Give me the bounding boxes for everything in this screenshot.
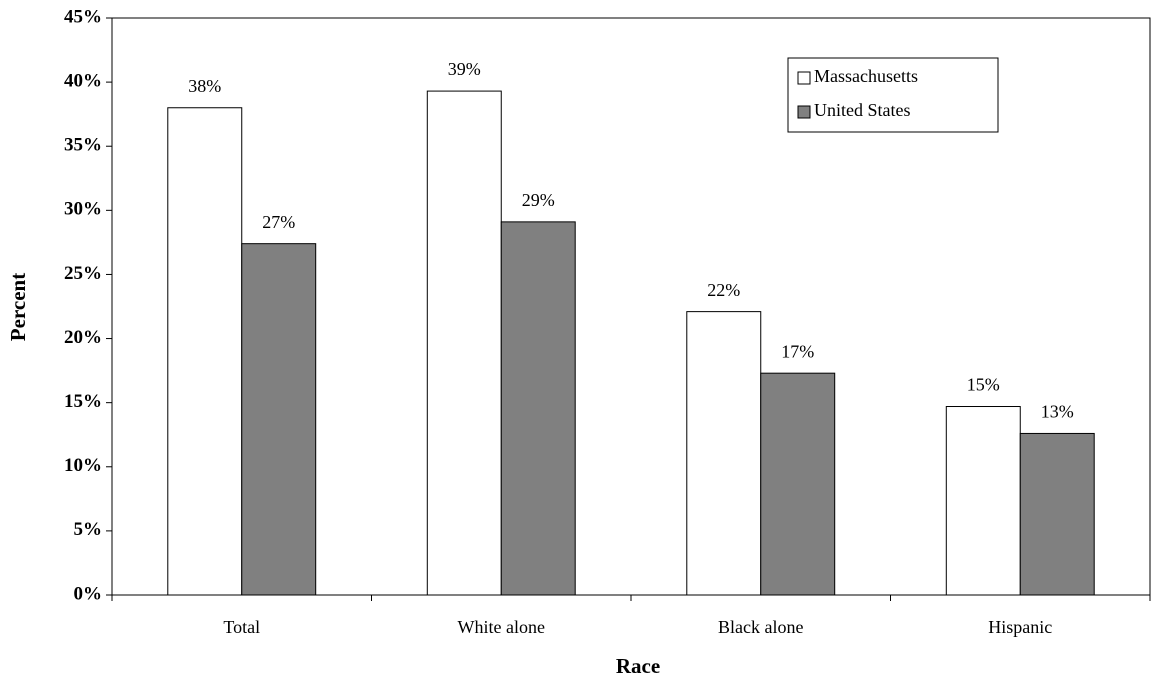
x-tick-label: Total bbox=[223, 617, 260, 637]
x-tick-label: Hispanic bbox=[988, 617, 1052, 637]
bar bbox=[500, 221, 576, 596]
bar bbox=[241, 243, 317, 596]
x-tick-label: Black alone bbox=[718, 617, 803, 637]
bar bbox=[1019, 432, 1095, 596]
y-tick-label: 20% bbox=[64, 327, 102, 348]
bar bbox=[945, 406, 1021, 596]
legend-swatch bbox=[797, 71, 811, 85]
y-tick-label: 0% bbox=[74, 583, 103, 604]
bar bbox=[760, 372, 836, 596]
y-tick-label: 30% bbox=[64, 199, 102, 220]
legend-label: Massachusetts bbox=[814, 66, 918, 86]
value-label: 22% bbox=[707, 280, 740, 300]
y-tick-label: 45% bbox=[64, 6, 102, 27]
value-label: 17% bbox=[781, 341, 814, 361]
value-label: 13% bbox=[1041, 402, 1074, 422]
y-tick-label: 25% bbox=[64, 263, 102, 284]
y-tick-label: 40% bbox=[64, 70, 102, 91]
bar bbox=[426, 90, 502, 596]
y-tick-label: 15% bbox=[64, 391, 102, 412]
legend-box bbox=[787, 57, 999, 133]
bar bbox=[167, 107, 243, 596]
x-axis-title: Race bbox=[616, 654, 660, 678]
y-tick-label: 5% bbox=[74, 519, 103, 540]
value-label: 39% bbox=[448, 59, 481, 79]
legend-swatch bbox=[797, 105, 811, 119]
value-label: 38% bbox=[188, 76, 221, 96]
bar bbox=[686, 311, 762, 596]
y-tick-label: 10% bbox=[64, 455, 102, 476]
value-label: 15% bbox=[967, 375, 1000, 395]
value-label: 29% bbox=[522, 190, 555, 210]
x-tick-label: White alone bbox=[458, 617, 545, 637]
y-tick-label: 35% bbox=[64, 135, 102, 156]
legend-label: United States bbox=[814, 100, 911, 120]
y-axis-title: Percent bbox=[6, 273, 30, 341]
value-label: 27% bbox=[262, 212, 295, 232]
